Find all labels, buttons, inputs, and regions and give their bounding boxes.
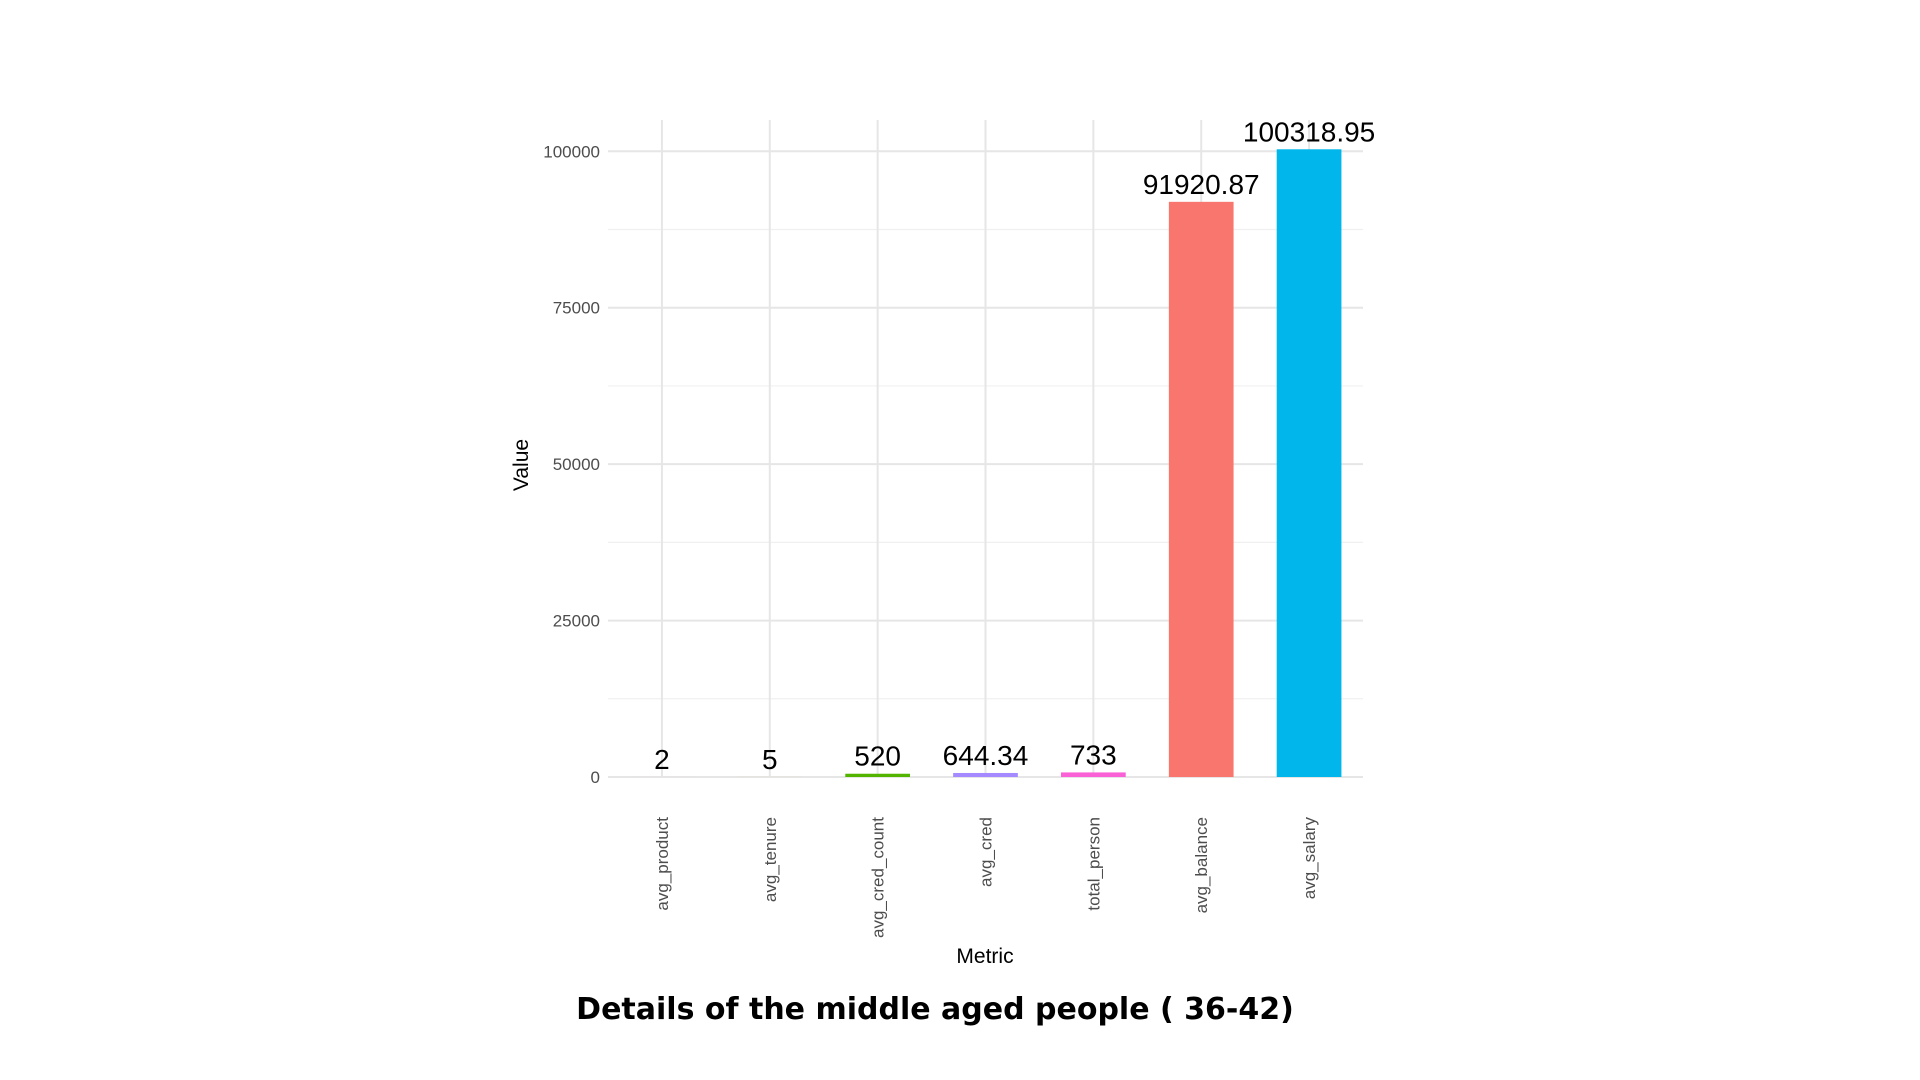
x-tick-label: avg_balance bbox=[1192, 817, 1211, 913]
x-tick-label: avg_salary bbox=[1300, 817, 1319, 900]
y-tick-label: 100000 bbox=[543, 142, 600, 161]
bar-avg_cred bbox=[953, 772, 1018, 777]
bars bbox=[629, 149, 1342, 778]
data-label-avg_product: 2 bbox=[654, 744, 670, 775]
grid-lines bbox=[608, 120, 1363, 778]
y-tick-label: 25000 bbox=[553, 612, 600, 631]
x-tick-label: avg_cred bbox=[977, 817, 996, 887]
x-axis-title: Metric bbox=[956, 945, 1013, 968]
bar-avg_cred_count bbox=[845, 773, 910, 777]
data-label-avg_balance: 91920.87 bbox=[1143, 169, 1260, 200]
x-tick-label: avg_cred_count bbox=[869, 817, 888, 938]
x-tick-label: avg_tenure bbox=[761, 817, 780, 902]
bar-avg_salary bbox=[1276, 149, 1342, 778]
x-axis-ticks: avg_product avg_tenure avg_cred_count avg_c… bbox=[653, 817, 1319, 938]
data-label-avg_cred_count: 520 bbox=[854, 741, 901, 772]
bar-avg_balance bbox=[1168, 201, 1234, 777]
data-label-avg_salary: 100318.95 bbox=[1243, 116, 1375, 147]
y-axis-ticks: 0 25000 50000 75000 100000 bbox=[543, 142, 600, 787]
bar-total_person bbox=[1061, 772, 1126, 777]
data-label-avg_cred: 644.34 bbox=[943, 740, 1029, 771]
y-tick-label: 0 bbox=[591, 768, 600, 787]
x-tick-label: total_person bbox=[1084, 817, 1103, 911]
data-labels: 2 5 520 644.34 733 91920.87 100318.95 bbox=[654, 116, 1375, 775]
data-label-total_person: 733 bbox=[1070, 739, 1117, 770]
y-tick-label: 50000 bbox=[553, 455, 600, 474]
figure-caption: Details of the middle aged people ( 36-4… bbox=[576, 992, 1294, 1027]
y-tick-label: 75000 bbox=[553, 299, 600, 318]
x-tick-label: avg_product bbox=[653, 817, 672, 911]
data-label-avg_tenure: 5 bbox=[762, 744, 778, 775]
y-axis-title: Value bbox=[510, 439, 533, 491]
